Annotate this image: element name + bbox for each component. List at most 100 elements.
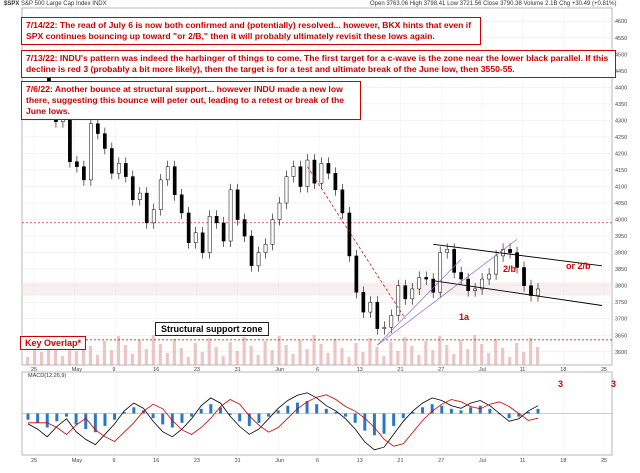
macd-hist-bar <box>132 407 136 414</box>
macd-hist-bar <box>440 405 444 414</box>
x-tick-label: May <box>72 367 83 373</box>
candle-body <box>403 285 408 300</box>
x-tick-label-bottom: 21 <box>397 458 403 464</box>
x-tick-label: 23 <box>194 367 200 373</box>
macd-hist-bar <box>218 407 222 414</box>
volume-bar <box>263 341 267 365</box>
x-tick-label: 18 <box>560 367 566 373</box>
price-tick-label: 4100 <box>615 185 627 191</box>
volume-bar <box>172 339 176 365</box>
x-tick-label-bottom: 25 <box>601 458 607 464</box>
macd-hist-bar <box>247 413 251 426</box>
candle-body <box>298 166 303 187</box>
candle-body <box>186 212 191 243</box>
candle-body <box>438 252 443 293</box>
volume-bar <box>389 342 393 365</box>
volume-bar <box>193 343 197 365</box>
macd-signal-line <box>28 394 539 447</box>
structural-support-label: Structural support zone <box>155 322 269 336</box>
volume-bar <box>207 338 211 365</box>
candle-body <box>452 249 457 273</box>
volume-bar <box>221 356 225 365</box>
macd-hist-bar <box>45 413 49 428</box>
price-tick-label: 4350 <box>615 102 627 108</box>
candle-body <box>410 288 415 300</box>
volume-bar <box>214 347 218 365</box>
candle-body <box>326 163 331 174</box>
macd-hist-bar <box>161 413 165 425</box>
volume-bar <box>480 344 484 365</box>
macd-line <box>27 392 539 451</box>
volume-bar <box>130 354 134 365</box>
candle-body <box>361 292 366 313</box>
candle-body <box>375 301 380 329</box>
volume-bar <box>235 351 239 365</box>
candle-body <box>305 159 310 187</box>
candle-body <box>340 189 345 214</box>
volume-bar <box>46 338 51 365</box>
volume-bar <box>487 353 491 365</box>
volume-bar <box>431 350 435 365</box>
volume-bar <box>459 340 463 365</box>
macd-hist-bar <box>488 408 492 414</box>
macd-hist-bar <box>334 411 338 414</box>
candle-body <box>445 249 450 253</box>
volume-bar <box>319 344 323 365</box>
wave-3-right-label: 3 <box>611 379 617 389</box>
candle-body <box>75 161 79 167</box>
note-7-6: 7/6/22: Another bounce at structural sup… <box>21 81 361 120</box>
candle-body <box>487 273 491 280</box>
candle-body <box>172 166 177 196</box>
volume-bar <box>137 340 141 365</box>
candle-body <box>144 192 149 224</box>
x-tick-label: 27 <box>438 367 444 373</box>
volume-bar <box>536 347 540 365</box>
volume-bar <box>144 349 148 365</box>
candle-body <box>123 163 128 177</box>
price-tick-label: 3950 <box>615 234 627 240</box>
price-tick-label: 3850 <box>615 267 627 273</box>
x-tick-label: 11 <box>520 367 526 373</box>
macd-hist-bar <box>449 408 453 414</box>
volume-bar <box>123 345 128 365</box>
lower-parallel <box>433 280 603 306</box>
volume-bar <box>228 342 232 365</box>
macd-hist-bar <box>209 404 213 414</box>
candle-body <box>116 163 121 174</box>
price-tick-label: 3750 <box>615 300 627 306</box>
candle-body <box>354 255 359 293</box>
wave-3-label: 3 <box>558 379 564 389</box>
macd-hist-bar <box>228 413 232 416</box>
candle-body <box>151 209 156 224</box>
candle-body <box>270 219 275 245</box>
candle-body <box>214 216 219 224</box>
candle-body <box>235 189 240 220</box>
volume-bar <box>26 357 30 365</box>
x-tick-label-bottom: May <box>72 458 83 464</box>
macd-hist-bar <box>392 413 396 426</box>
x-tick-label-bottom: 9 <box>112 458 115 464</box>
candle-body <box>473 288 477 291</box>
volume-bar <box>32 343 37 365</box>
key-overlap-label: Key Overlap* <box>20 336 87 350</box>
macd-hist-bar <box>324 408 328 414</box>
price-tick-label: 3650 <box>615 333 627 339</box>
candle-body <box>396 285 401 316</box>
volume-bar <box>403 337 407 365</box>
header-ohlc: Open 3763.06 High 3798.41 Low 3721.56 Cl… <box>370 1 617 7</box>
candle-body <box>200 232 205 253</box>
candle-body <box>158 179 163 210</box>
volume-bar <box>95 355 100 365</box>
volume-bar <box>158 344 162 365</box>
macd-hist-bar <box>180 413 184 423</box>
macd-hist-bar <box>74 413 78 425</box>
macd-hist-bar <box>295 402 299 414</box>
volume-bar <box>466 349 470 365</box>
x-tick-label: 31 <box>235 367 241 373</box>
x-tick-label-bottom: 31 <box>235 458 241 464</box>
volume-bar <box>53 347 58 365</box>
candle-body <box>480 278 484 290</box>
candle-body <box>319 163 324 184</box>
macd-hist-bar <box>305 401 309 414</box>
volume-bar <box>473 335 477 365</box>
